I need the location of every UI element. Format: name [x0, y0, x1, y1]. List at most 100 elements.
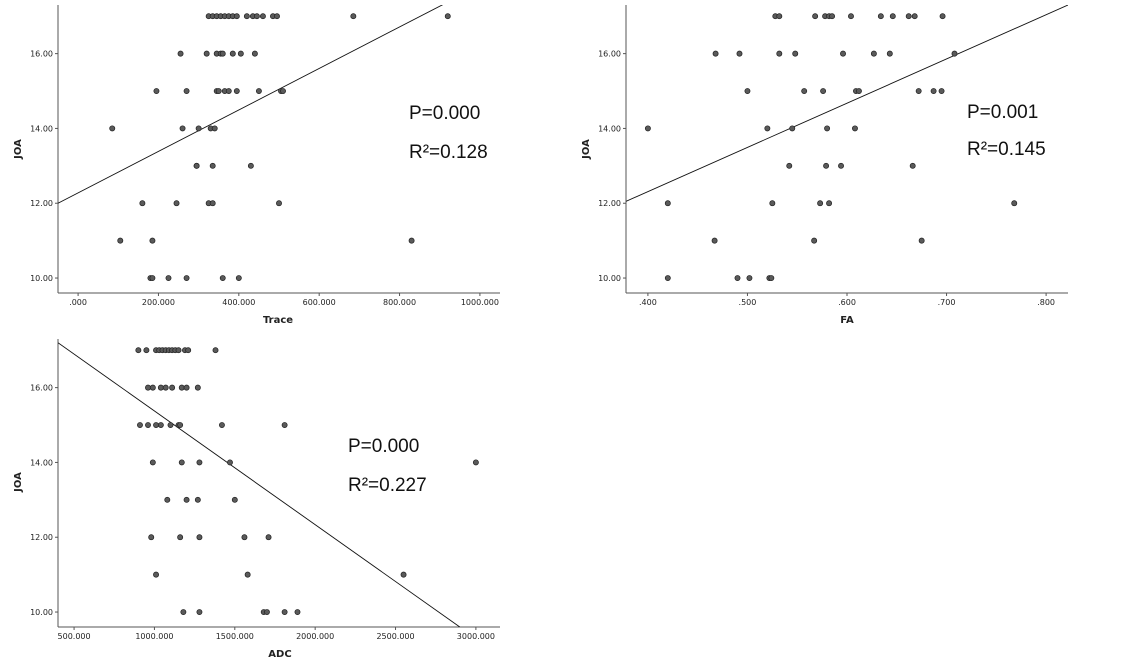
p-value-label: P=0.001: [967, 102, 1038, 123]
data-point: [711, 237, 718, 244]
data-point: [231, 496, 238, 503]
x-tick-label: .000: [69, 298, 87, 307]
regression-line: [58, 342, 461, 627]
data-point: [938, 88, 945, 94]
data-point: [164, 496, 171, 503]
data-point: [109, 125, 116, 132]
data-point: [776, 50, 783, 57]
y-tick-label: 10.00: [30, 274, 53, 283]
data-point: [644, 125, 651, 132]
data-point: [823, 162, 830, 169]
data-point: [712, 50, 719, 57]
y-axis-label: JOA: [13, 472, 24, 493]
data-point: [400, 571, 407, 578]
data-point: [225, 88, 232, 94]
x-tick-label: 2000.000: [296, 632, 334, 641]
data-point: [162, 384, 169, 391]
x-tick-label: 800.000: [383, 298, 416, 307]
data-point: [177, 422, 184, 428]
data-point: [886, 50, 893, 57]
data-point: [744, 88, 751, 94]
data-point: [274, 13, 280, 20]
data-point: [915, 88, 922, 94]
data-point: [203, 50, 210, 57]
data-point: [194, 384, 201, 391]
data-point: [117, 237, 124, 244]
data-point: [157, 384, 164, 391]
r-squared-label: R²=0.227: [348, 475, 427, 496]
data-point: [889, 13, 896, 20]
data-point: [211, 125, 218, 132]
data-point: [179, 125, 186, 132]
data-point: [918, 237, 925, 244]
data-point: [852, 125, 858, 132]
data-point: [905, 13, 912, 20]
data-point: [218, 422, 225, 428]
data-point: [177, 534, 184, 541]
data-point: [165, 275, 172, 281]
data-point: [243, 13, 250, 20]
regression-line: [626, 5, 1068, 202]
y-tick-label: 16.00: [30, 50, 53, 59]
x-tick-label: 200.000: [142, 298, 175, 307]
data-point: [877, 13, 884, 20]
data-point: [855, 88, 862, 94]
data-point: [153, 88, 160, 94]
data-point: [178, 459, 185, 466]
data-point: [209, 200, 216, 207]
data-point: [801, 88, 808, 94]
data-point: [664, 200, 671, 207]
data-point: [472, 459, 479, 466]
y-tick-label: 12.00: [598, 199, 621, 208]
data-point: [233, 13, 240, 20]
data-point: [185, 347, 192, 354]
y-tick-label: 14.00: [598, 124, 621, 133]
data-point: [183, 496, 190, 503]
data-point: [244, 571, 251, 578]
x-tick-label: .600: [838, 298, 856, 307]
y-tick-label: 14.00: [30, 458, 53, 467]
data-point: [811, 237, 818, 244]
data-point: [826, 200, 833, 207]
data-point: [194, 496, 201, 503]
data-point: [153, 422, 159, 428]
y-axis-label: JOA: [581, 139, 592, 160]
data-point: [149, 459, 156, 466]
data-point: [183, 88, 190, 94]
data-point: [840, 50, 846, 57]
data-point: [764, 125, 771, 132]
data-point: [824, 125, 831, 132]
data-point: [769, 200, 776, 207]
data-point: [229, 50, 236, 57]
y-tick-label: 16.00: [598, 50, 621, 59]
data-point: [265, 534, 272, 541]
data-point: [848, 13, 854, 20]
regression-line: [58, 5, 444, 204]
y-tick-label: 12.00: [30, 533, 53, 542]
y-tick-label: 14.00: [30, 124, 53, 133]
data-point: [237, 50, 244, 57]
data-point: [786, 162, 793, 169]
data-point: [951, 50, 958, 57]
data-point: [259, 13, 266, 20]
data-point: [227, 459, 233, 466]
data-point: [175, 347, 182, 354]
data-point: [173, 200, 180, 207]
data-point: [829, 13, 836, 20]
data-point: [180, 609, 187, 615]
y-axis-label: JOA: [13, 139, 24, 160]
y-tick-label: 10.00: [30, 608, 53, 617]
chart-trace: 10.00 12.00 14.00 16.00 .000 200.000 400.000 60…: [13, 5, 500, 326]
data-point: [736, 50, 743, 57]
data-point: [177, 50, 184, 57]
data-point: [241, 534, 248, 541]
data-point: [251, 50, 258, 57]
data-point: [263, 609, 270, 615]
x-tick-label: 400.000: [222, 298, 255, 307]
data-point: [145, 384, 151, 391]
data-point: [212, 347, 219, 354]
data-point: [143, 347, 150, 354]
data-point: [870, 50, 877, 57]
p-value-label: P=0.000: [409, 103, 480, 124]
x-tick-label: 1500.000: [216, 632, 254, 641]
